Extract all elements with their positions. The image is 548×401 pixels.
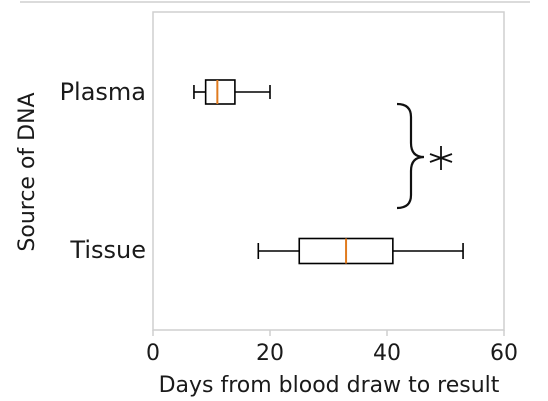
x-axis-label: Days from blood draw to result [159,373,500,398]
plot-frame [152,11,505,331]
box-plasma [193,79,271,105]
box-tissue [257,237,464,265]
y-axis-label: Source of DNA [15,92,40,251]
category-label-plasma: Plasma [60,78,146,106]
x-tick-label-40: 40 [373,341,401,366]
iqr-box-plasma [204,79,236,105]
significance-bracket [396,102,425,210]
x-tick-label-60: 60 [490,341,518,366]
box-layer [193,79,464,265]
x-tick-label-0: 0 [146,341,160,366]
x-tick-label-20: 20 [256,341,284,366]
category-label-tissue: Tissue [69,236,146,264]
significance-star-icon [429,146,453,170]
x-tick-layer: 0 20 40 60 [146,330,518,366]
